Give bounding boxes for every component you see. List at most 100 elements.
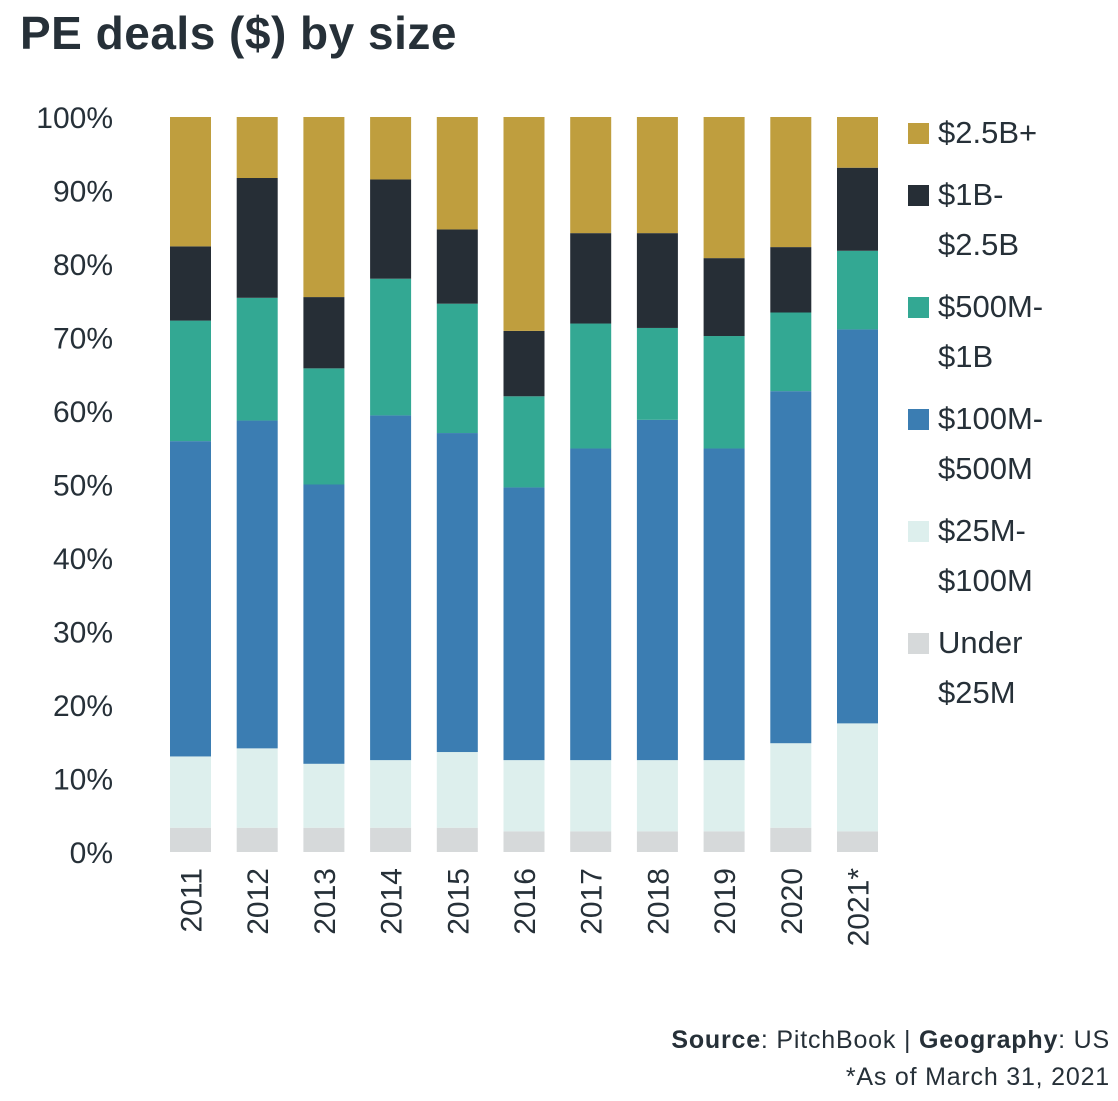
bar-segment	[370, 760, 412, 828]
bar-segment	[636, 831, 678, 852]
x-tick-label: 2011	[176, 868, 209, 933]
legend-label: $2.5B+	[938, 115, 1038, 150]
legend-item: $1B- $2.5B	[908, 170, 1108, 270]
legend-swatch	[908, 123, 929, 144]
bar-segment	[236, 420, 278, 749]
bar-segment	[370, 117, 412, 180]
x-tick-label: 2019	[709, 868, 742, 935]
bar-segment	[303, 484, 345, 764]
y-tick-label: 60%	[53, 396, 113, 429]
legend-swatch	[908, 297, 929, 318]
y-tick-label: 50%	[53, 470, 113, 503]
y-tick-label: 0%	[70, 837, 113, 870]
bar-segment	[770, 743, 812, 828]
bar-segment	[170, 117, 211, 247]
legend-swatch	[908, 521, 929, 542]
bar-segment	[370, 827, 412, 852]
source-label: Source	[671, 1026, 761, 1054]
y-tick-label: 40%	[53, 543, 113, 576]
y-tick-label: 100%	[36, 102, 113, 135]
bar-segment	[570, 448, 612, 761]
bar-segment	[303, 368, 345, 485]
bar-segment	[236, 827, 278, 852]
y-tick-label: 70%	[53, 323, 113, 356]
bar-segment	[236, 178, 278, 298]
bar-stack-2016	[503, 117, 545, 852]
bar-segment	[503, 760, 545, 832]
x-tick-label: 2014	[376, 868, 409, 935]
bar-segment	[303, 827, 345, 852]
bar-segment	[436, 229, 478, 304]
bar-segment	[770, 391, 812, 744]
bar-segment	[636, 419, 678, 761]
geography-value: US	[1073, 1026, 1110, 1054]
bar-segment	[436, 433, 478, 753]
y-tick-label: 90%	[53, 176, 113, 209]
bar-segment	[837, 831, 878, 852]
source-line: Source: PitchBook | Geography: US	[671, 1026, 1110, 1054]
bar-segment	[703, 258, 745, 337]
bar-segment	[236, 117, 278, 179]
source-value: PitchBook	[776, 1026, 897, 1054]
bar-segment	[503, 487, 545, 761]
x-tick-label: 2016	[509, 868, 542, 935]
bar-stack-2019	[703, 117, 745, 852]
bar-segment	[370, 415, 412, 761]
legend-label: $1B- $2.5B	[938, 177, 1020, 262]
bar-segment	[503, 396, 545, 488]
bar-stack-2018	[636, 117, 678, 852]
bar-segment	[770, 827, 812, 852]
bar-segment	[503, 330, 545, 397]
geography-label: Geography	[918, 1026, 1059, 1054]
y-tick-label: 20%	[53, 690, 113, 723]
legend-label: $100M- $500M	[938, 401, 1044, 486]
footnote: *As of March 31, 2021	[845, 1063, 1110, 1091]
y-axis: 0% 10% 20% 30% 40% 50% 60% 70% 80% 90% 100%	[36, 102, 113, 870]
bar-segment	[236, 297, 278, 421]
bar-segment	[636, 327, 678, 420]
bar-segment	[636, 760, 678, 832]
x-tick-label: 2013	[309, 868, 342, 935]
legend-label: $25M- $100M	[938, 513, 1033, 598]
bar-segment	[770, 312, 812, 392]
bar-segment	[570, 760, 612, 832]
bar-segment	[503, 117, 545, 331]
x-tick-label: 2012	[242, 868, 275, 935]
x-axis: 2011 2012 2013 2014 2015 2016 2017 2018 2019 2020…	[176, 868, 876, 947]
x-tick-label: 2021*	[843, 868, 876, 947]
bar-segment	[837, 167, 878, 251]
source-footer: Source: PitchBook | Geography: US *As of…	[671, 1022, 1110, 1096]
legend-item: Under $25M	[908, 618, 1108, 718]
bar-segment	[436, 303, 478, 434]
bar-stacks	[170, 117, 878, 852]
x-tick-label: 2015	[442, 868, 475, 935]
legend-item: $25M- $100M	[908, 506, 1108, 606]
bar-segment	[703, 336, 745, 449]
bar-segment	[636, 117, 678, 234]
bar-stack-2015	[436, 117, 478, 852]
bar-segment	[570, 233, 612, 324]
bar-segment	[837, 329, 878, 724]
bar-segment	[703, 831, 745, 852]
bar-segment	[370, 179, 412, 279]
bar-segment	[303, 297, 345, 369]
bar-segment	[770, 117, 812, 248]
legend-swatch	[908, 633, 929, 654]
bar-segment	[436, 117, 478, 230]
legend-item: $500M- $1B	[908, 282, 1108, 382]
stacked-bar-chart: 0%10%20%30%40%50%60%70%80%90%100% 2011 20…	[36, 102, 878, 947]
bar-segment	[703, 117, 745, 259]
chart-legend: $2.5B+ $1B- $2.5B $500M- $1B $100M- $500M $25M-…	[908, 108, 1108, 730]
bar-segment	[570, 117, 612, 234]
bar-segment	[436, 827, 478, 852]
y-tick-label: 80%	[53, 249, 113, 282]
bar-stack-2014	[370, 117, 412, 852]
bar-segment	[837, 723, 878, 832]
x-tick-label: 2020	[776, 868, 809, 935]
bar-stack-2011	[170, 117, 211, 852]
x-tick-label: 2018	[642, 868, 675, 935]
bar-segment	[303, 763, 345, 828]
bar-segment	[837, 117, 878, 168]
y-tick-label: 30%	[53, 617, 113, 650]
bar-stack-2013	[303, 117, 345, 852]
